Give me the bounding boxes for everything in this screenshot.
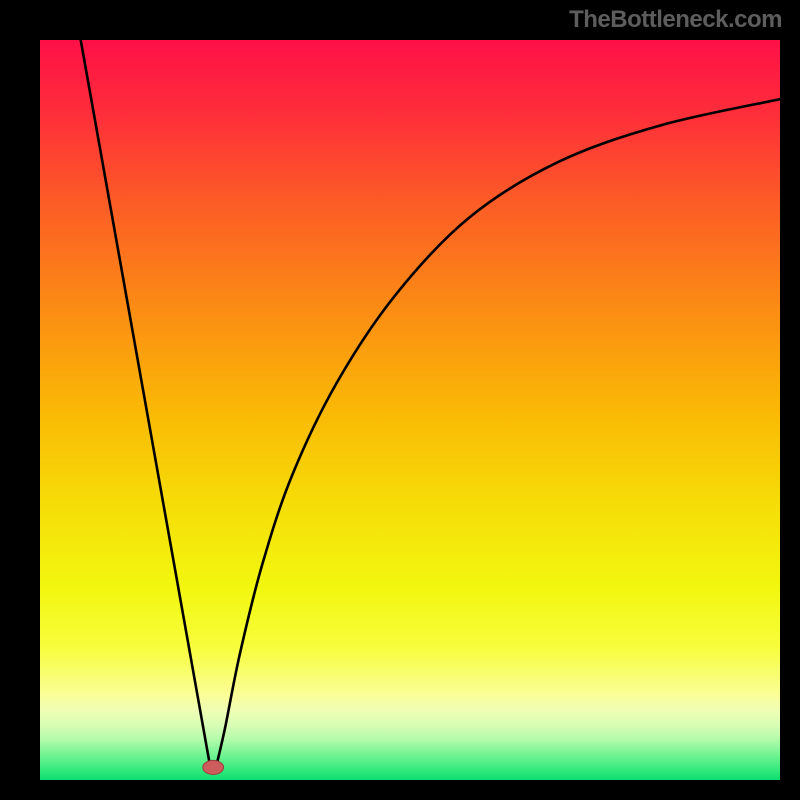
plot-area [40, 40, 780, 780]
plot-svg [40, 40, 780, 780]
watermark-text: TheBottleneck.com [569, 6, 782, 34]
valley-marker [203, 760, 224, 774]
gradient-background [40, 40, 780, 780]
chart-container: TheBottleneck.com [0, 0, 800, 800]
